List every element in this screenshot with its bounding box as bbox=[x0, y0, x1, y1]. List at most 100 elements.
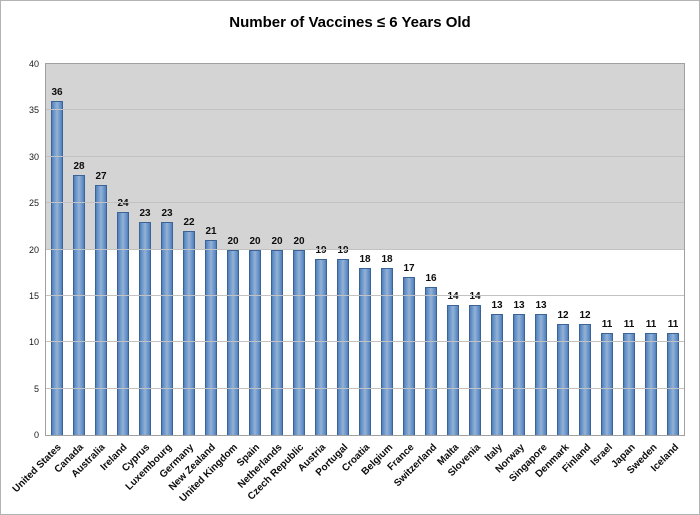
bar-norway bbox=[512, 314, 526, 435]
bar-value-label: 12 bbox=[557, 309, 569, 321]
bar-canada bbox=[72, 175, 86, 435]
bar-value-label: 11 bbox=[623, 318, 635, 330]
bar-value-label: 27 bbox=[95, 170, 107, 182]
x-axis-category-cell: Slovenia bbox=[446, 437, 486, 514]
bar-value-label: 20 bbox=[249, 235, 261, 247]
gridline bbox=[46, 387, 684, 389]
bar-value-label: 13 bbox=[491, 300, 503, 312]
bar-value-label: 36 bbox=[51, 87, 63, 99]
bar-slot: 20 bbox=[222, 64, 244, 435]
bar-spain bbox=[248, 249, 262, 435]
bar-iceland bbox=[666, 332, 680, 435]
bar-malta bbox=[446, 305, 460, 435]
bar-slovenia bbox=[468, 305, 482, 435]
bar-denmark bbox=[556, 323, 570, 435]
gridline bbox=[46, 294, 684, 296]
bar-value-label: 20 bbox=[293, 235, 305, 247]
bar-value-label: 11 bbox=[601, 318, 613, 330]
bar-switzerland bbox=[424, 286, 438, 435]
bar-israel bbox=[600, 332, 614, 435]
y-axis-tick-label: 15 bbox=[28, 290, 39, 301]
bar-slot: 23 bbox=[134, 64, 156, 435]
bar-slot: 19 bbox=[332, 64, 354, 435]
bar-slot: 18 bbox=[354, 64, 376, 435]
gridline bbox=[46, 155, 684, 157]
bar-value-label: 23 bbox=[161, 207, 173, 219]
y-axis-tick-label: 10 bbox=[28, 337, 39, 348]
x-axis-category-cell: Israel bbox=[589, 437, 619, 514]
x-axis-category-cell: United States bbox=[11, 437, 67, 514]
x-axis-category-cell: Sweden bbox=[625, 437, 663, 514]
bar-slot: 20 bbox=[288, 64, 310, 435]
bar-value-label: 18 bbox=[381, 254, 393, 266]
x-axis-category-cell: Ireland bbox=[99, 437, 133, 514]
bar-slot: 11 bbox=[596, 64, 618, 435]
bar-value-label: 12 bbox=[579, 309, 591, 321]
bar-slot: 12 bbox=[552, 64, 574, 435]
bar-slot: 27 bbox=[90, 64, 112, 435]
x-axis-category-cell: Denmark bbox=[533, 437, 574, 514]
gridline bbox=[46, 109, 684, 111]
bar-value-label: 14 bbox=[469, 291, 481, 303]
bar-slot: 11 bbox=[662, 64, 684, 435]
bar-slot: 22 bbox=[178, 64, 200, 435]
bar-value-label: 14 bbox=[447, 291, 459, 303]
bar-slot: 24 bbox=[112, 64, 134, 435]
gridline bbox=[46, 202, 684, 204]
y-axis-tick-label: 35 bbox=[28, 105, 39, 116]
bar-portugal bbox=[336, 258, 350, 435]
x-axis-category-cell: Switzerland bbox=[392, 437, 442, 514]
x-axis-category-cell: Portugal bbox=[314, 437, 354, 514]
bar-ireland bbox=[116, 212, 130, 435]
bar-singapore bbox=[534, 314, 548, 435]
gridline bbox=[46, 341, 684, 343]
bar-value-label: 17 bbox=[403, 263, 415, 275]
bars-container: 36 28 27 24 23 23 22 21 20 20 20 20 19 19 18 18 17 16 14 14… bbox=[46, 64, 684, 435]
bar-sweden bbox=[644, 332, 658, 435]
x-axis-category-cell: Belgium bbox=[359, 437, 398, 514]
bar-czech-republic bbox=[292, 249, 306, 435]
bar-austria bbox=[314, 258, 328, 435]
x-axis-category-cell: Italy bbox=[483, 437, 508, 514]
y-axis-tick-label: 25 bbox=[28, 198, 39, 209]
bar-slot: 21 bbox=[200, 64, 222, 435]
bar-slot: 28 bbox=[68, 64, 90, 435]
bar-slot: 19 bbox=[310, 64, 332, 435]
bar-slot: 14 bbox=[442, 64, 464, 435]
bar-value-label: 13 bbox=[513, 300, 525, 312]
bar-value-label: 19 bbox=[315, 244, 327, 256]
bar-slot: 11 bbox=[640, 64, 662, 435]
bar-value-label: 23 bbox=[139, 207, 151, 219]
bar-finland bbox=[578, 323, 592, 435]
bar-value-label: 20 bbox=[227, 235, 239, 247]
bar-united-kingdom bbox=[226, 249, 240, 435]
bar-slot: 14 bbox=[464, 64, 486, 435]
bar-new-zealand bbox=[204, 240, 218, 435]
y-axis-tick-label: 40 bbox=[28, 59, 39, 69]
bar-germany bbox=[182, 230, 196, 435]
bar-slot: 18 bbox=[376, 64, 398, 435]
bar-netherlands bbox=[270, 249, 284, 435]
bar-slot: 11 bbox=[618, 64, 640, 435]
bar-slot: 16 bbox=[420, 64, 442, 435]
y-axis-tick-label: 20 bbox=[28, 244, 39, 255]
x-axis-category-cell: United Kingdom bbox=[178, 437, 244, 514]
bar-value-label: 24 bbox=[117, 198, 129, 210]
bar-slot: 23 bbox=[156, 64, 178, 435]
bar-slot: 20 bbox=[244, 64, 266, 435]
bar-value-label: 11 bbox=[667, 318, 679, 330]
bar-japan bbox=[622, 332, 636, 435]
x-axis-category-cell: Czech Republic bbox=[246, 437, 310, 514]
bar-value-label: 11 bbox=[645, 318, 657, 330]
bar-value-label: 19 bbox=[337, 244, 349, 256]
bar-value-label: 13 bbox=[535, 300, 547, 312]
bar-belgium bbox=[380, 268, 394, 435]
x-axis-category-cell: Iceland bbox=[649, 437, 685, 514]
bar-italy bbox=[490, 314, 504, 435]
x-axis-category-cell: Australia bbox=[70, 437, 111, 514]
plot-area: 36 28 27 24 23 23 22 21 20 20 20 20 19 19 18 18 17 16 14 14… bbox=[29, 59, 685, 440]
y-axis-tick-label: 0 bbox=[33, 430, 39, 440]
bar-cyprus bbox=[138, 221, 152, 435]
bar-slot: 17 bbox=[398, 64, 420, 435]
bar-slot: 36 bbox=[46, 64, 68, 435]
